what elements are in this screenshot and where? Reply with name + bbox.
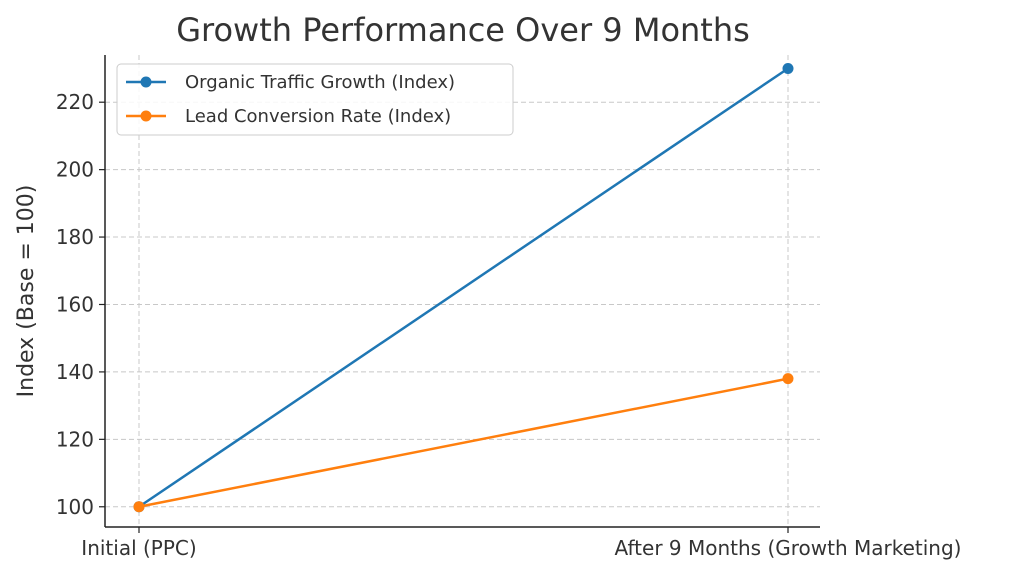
legend-label-2: Lead Conversion Rate (Index) (185, 106, 451, 127)
legend-label-1: Organic Traffic Growth (Index) (185, 72, 455, 93)
chart-title: Growth Performance Over 9 Months (176, 11, 750, 49)
y-tick-label: 140 (56, 360, 94, 384)
y-tick-label: 220 (56, 90, 94, 114)
y-tick-label: 160 (56, 292, 94, 316)
x-tick-label: Initial (PPC) (81, 536, 196, 560)
y-tick-label: 200 (56, 158, 94, 182)
series-layer (133, 62, 794, 513)
y-tick-label: 180 (56, 225, 94, 249)
data-point (782, 373, 794, 385)
x-tick-label: After 9 Months (Growth Marketing) (615, 536, 962, 560)
y-tick-label: 100 (56, 495, 94, 519)
data-point (133, 501, 145, 513)
legend-marker-2 (140, 110, 152, 122)
data-point (782, 62, 794, 74)
axis-layer: 100 120 140 160 180 200 220 Initial (PPC) After … (56, 55, 962, 560)
series-line-2 (138, 377, 789, 508)
legend: Organic Traffic Growth (Index) Lead Conve… (116, 63, 514, 136)
y-tick-label: 120 (56, 427, 94, 451)
grid-layer (105, 55, 820, 527)
legend-frame (116, 63, 514, 136)
legend-marker-1 (140, 76, 152, 88)
series-line-1 (138, 67, 789, 508)
y-axis-label: Index (Base = 100) (14, 185, 39, 398)
